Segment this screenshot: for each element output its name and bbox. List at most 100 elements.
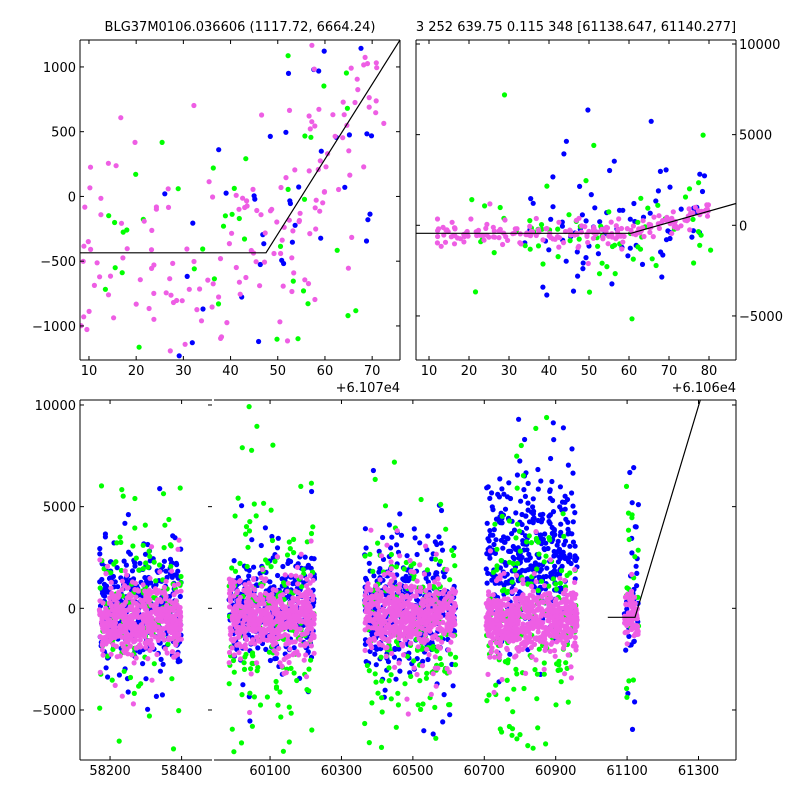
- data-point-blue: [365, 217, 371, 223]
- data-point-pink: [541, 583, 548, 589]
- data-point-pink: [217, 256, 224, 262]
- data-point-pink: [274, 651, 280, 657]
- data-point-blue: [503, 579, 509, 586]
- data-point-pink: [310, 593, 316, 599]
- data-point-pink: [414, 588, 420, 595]
- data-point-pink: [364, 603, 370, 609]
- data-point-blue: [175, 659, 181, 665]
- data-point-blue: [570, 288, 577, 294]
- data-point-pink: [278, 627, 284, 633]
- data-point-pink: [287, 615, 293, 621]
- data-point-blue: [701, 173, 708, 179]
- data-point-green: [285, 53, 291, 59]
- data-point-green: [521, 685, 527, 692]
- data-point-pink: [492, 234, 498, 240]
- data-point-blue: [161, 558, 167, 564]
- data-point-pink: [229, 645, 235, 651]
- data-point-pink: [124, 646, 130, 652]
- data-point-green: [544, 414, 550, 421]
- data-point-pink: [170, 299, 177, 306]
- data-point-pink: [286, 659, 292, 666]
- data-point-pink: [557, 575, 563, 581]
- data-point-pink: [494, 631, 500, 638]
- data-point-pink: [153, 206, 159, 212]
- data-point-pink: [409, 627, 415, 633]
- data-point-pink: [551, 648, 558, 654]
- data-point-green: [499, 588, 506, 594]
- data-point-pink: [384, 542, 390, 548]
- data-point-green: [191, 266, 197, 272]
- data-point-green: [244, 563, 250, 570]
- data-point-pink: [399, 618, 405, 624]
- data-point-pink: [616, 216, 622, 222]
- data-point-pink: [298, 592, 304, 598]
- data-point-green: [243, 651, 249, 657]
- data-point-pink: [149, 642, 155, 648]
- data-point-pink: [368, 527, 374, 533]
- data-point-pink: [286, 620, 292, 626]
- data-point-blue: [263, 646, 269, 653]
- data-point-blue: [132, 563, 138, 569]
- data-point-pink: [113, 163, 119, 169]
- data-point-green: [504, 677, 510, 684]
- data-point-pink: [541, 630, 547, 636]
- data-point-pink: [435, 233, 441, 240]
- data-point-blue: [417, 540, 423, 546]
- data-point-pink: [82, 204, 88, 210]
- data-point-pink: [290, 598, 296, 604]
- data-point-green: [140, 566, 146, 572]
- data-point-pink: [296, 219, 302, 225]
- data-point-pink: [123, 620, 129, 626]
- data-point-pink: [131, 626, 138, 632]
- data-point-pink: [547, 648, 553, 655]
- data-point-pink: [133, 645, 139, 651]
- data-point-green: [629, 316, 635, 322]
- data-point-blue: [279, 576, 285, 582]
- data-point-pink: [434, 216, 441, 222]
- data-point-pink: [692, 204, 698, 210]
- data-point-blue: [318, 148, 324, 154]
- data-point-pink: [145, 656, 151, 662]
- data-point-green: [514, 453, 520, 459]
- data-point-green: [300, 567, 306, 573]
- data-point-pink: [579, 223, 585, 229]
- model-line: [416, 202, 736, 234]
- x-tick-label: 40: [222, 364, 239, 379]
- data-point-pink: [445, 611, 451, 617]
- data-point-pink: [285, 580, 291, 586]
- data-point-blue: [262, 525, 268, 531]
- data-point-blue: [607, 167, 613, 174]
- data-point-green: [284, 552, 291, 558]
- data-point-pink: [398, 602, 404, 608]
- data-point-pink: [99, 647, 105, 653]
- data-point-green: [310, 524, 316, 530]
- data-point-blue: [240, 682, 246, 688]
- data-point-green: [291, 536, 297, 543]
- data-point-green: [438, 661, 444, 668]
- data-point-blue: [497, 476, 503, 482]
- data-point-green: [498, 557, 504, 564]
- data-point-pink: [146, 305, 152, 312]
- data-point-blue: [292, 222, 298, 228]
- data-point-pink: [433, 551, 439, 557]
- data-point-pink: [233, 192, 239, 198]
- data-point-green: [369, 700, 375, 706]
- data-point-pink: [415, 624, 422, 630]
- data-point-blue: [487, 528, 493, 534]
- data-point-green: [526, 533, 532, 539]
- data-point-pink: [297, 642, 304, 648]
- data-point-blue: [116, 672, 122, 678]
- x-tick-label: 30: [175, 364, 192, 379]
- data-point-pink: [293, 588, 299, 594]
- data-point-blue: [548, 455, 554, 462]
- data-point-blue: [483, 566, 489, 572]
- data-point-pink: [159, 606, 165, 612]
- data-point-blue: [547, 520, 553, 527]
- data-point-pink: [291, 270, 297, 276]
- data-point-pink: [167, 276, 173, 282]
- data-point-pink: [124, 572, 130, 578]
- data-point-green: [491, 250, 497, 256]
- data-point-green: [136, 344, 142, 350]
- data-point-pink: [129, 631, 135, 637]
- data-point-pink: [308, 538, 314, 544]
